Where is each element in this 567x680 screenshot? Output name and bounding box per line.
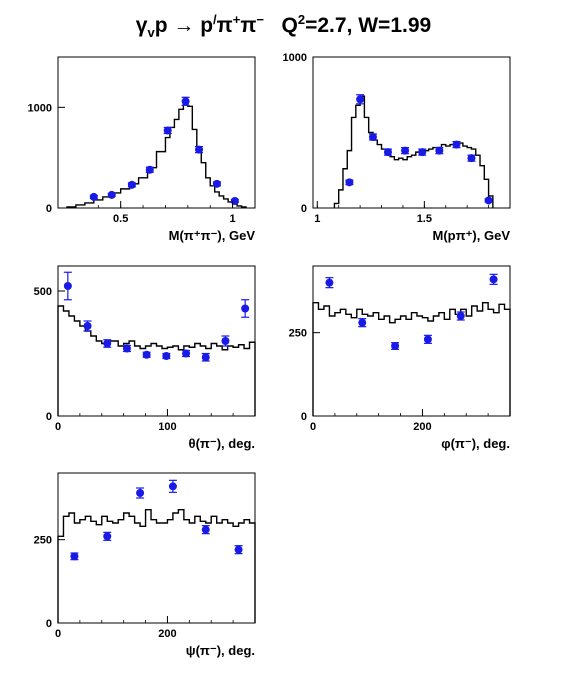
x-axis-label: φ(π⁻), deg. xyxy=(441,436,510,451)
plot-frame xyxy=(57,56,256,209)
data-point xyxy=(142,350,151,359)
data-point xyxy=(168,482,177,491)
data-point xyxy=(83,322,92,330)
data-point xyxy=(358,318,367,327)
title-arrow: → xyxy=(167,14,201,37)
data-point xyxy=(89,192,98,201)
x-tick-label: 0 xyxy=(55,628,61,640)
title-prime: / xyxy=(213,12,217,27)
histogram-line xyxy=(66,99,247,208)
panel-4: 0 200 250 0 φ(π⁻), deg. xyxy=(289,265,511,451)
title-v: v xyxy=(147,25,155,41)
title-q2-value: =2.7, W=1.99 xyxy=(305,14,432,37)
title-minus: − xyxy=(256,12,265,27)
plot-frame xyxy=(312,265,511,417)
title-q2-exp: 2 xyxy=(297,12,306,27)
x-tick-label: 0.5 xyxy=(113,213,128,225)
panel-2: 1 1.5 0 1000 M(pπ⁺), GeV xyxy=(283,52,511,243)
y-tick-label: 0 xyxy=(46,411,52,423)
x-tick-label: 1 xyxy=(314,213,320,225)
x-axis-label: θ(π⁻), deg. xyxy=(189,436,255,451)
data-point xyxy=(163,126,172,135)
data-point xyxy=(103,339,112,348)
panel-5: 0 200 250 0 ψ(π⁻), deg. xyxy=(34,472,256,658)
histogram-line xyxy=(312,301,511,416)
data-point xyxy=(63,282,72,290)
x-tick-label: 1.5 xyxy=(417,213,432,225)
data-point xyxy=(122,344,131,353)
data-point xyxy=(418,148,427,157)
data-point xyxy=(325,278,334,287)
data-point xyxy=(241,304,250,313)
data-point xyxy=(452,140,461,149)
figure-title: γvp → p/π+π− Q2=2.7, W=1.99 xyxy=(0,12,567,40)
x-tick-label: 200 xyxy=(158,628,176,640)
data-point xyxy=(484,196,493,205)
data-point xyxy=(489,275,498,284)
x-tick-label: 0 xyxy=(55,421,61,433)
x-tick-label: 0 xyxy=(310,421,316,433)
y-tick-label: 500 xyxy=(34,286,52,298)
data-point xyxy=(368,133,377,142)
data-point xyxy=(103,532,112,541)
data-point xyxy=(230,196,239,205)
data-point xyxy=(383,148,392,157)
plot-frame xyxy=(312,56,511,209)
y-tick-label: 1000 xyxy=(28,102,52,114)
data-point xyxy=(435,146,444,155)
data-point xyxy=(201,525,210,534)
y-tick-label: 0 xyxy=(301,203,307,215)
title-q2: Q xyxy=(281,14,298,37)
data-point xyxy=(456,312,465,320)
x-axis-label: M(π⁺π⁻), GeV xyxy=(169,228,256,243)
data-point xyxy=(70,552,79,561)
data-point xyxy=(182,349,191,358)
panel-3: 0 100 0 500 θ(π⁻), deg. xyxy=(34,265,256,451)
y-tick-label: 250 xyxy=(34,535,52,547)
data-point xyxy=(234,545,243,554)
title-pi2: π xyxy=(240,14,257,37)
histogram-line xyxy=(333,95,494,208)
data-point xyxy=(467,154,476,163)
title-plus: + xyxy=(232,12,241,27)
x-tick-label: 1 xyxy=(230,213,236,225)
title-p2: p xyxy=(200,14,214,37)
data-point xyxy=(107,190,116,199)
panel-1: 0.5 1 0 1000 M(π⁺π⁻), GeV xyxy=(28,56,256,243)
x-tick-label: 200 xyxy=(413,421,431,433)
title-gamma: γ xyxy=(135,14,148,37)
y-tick-label: 250 xyxy=(289,328,307,340)
x-axis-label: ψ(π⁻), deg. xyxy=(186,643,255,658)
data-point xyxy=(162,352,171,360)
data-point xyxy=(212,179,221,188)
data-point xyxy=(181,97,190,106)
data-point xyxy=(391,342,400,350)
title-pi: π xyxy=(216,14,233,37)
data-point xyxy=(221,337,230,345)
x-tick-label: 100 xyxy=(158,421,176,433)
data-point xyxy=(127,180,136,189)
y-tick-label: 1000 xyxy=(283,52,307,64)
data-point xyxy=(195,145,204,154)
data-point xyxy=(201,353,210,362)
data-point xyxy=(145,165,154,174)
plot-frame xyxy=(57,472,256,624)
y-tick-label: 0 xyxy=(301,411,307,423)
y-tick-label: 0 xyxy=(46,618,52,630)
x-axis-label: M(pπ⁺), GeV xyxy=(433,228,511,243)
data-point xyxy=(136,489,145,497)
data-point xyxy=(423,335,432,344)
histogram-line xyxy=(57,508,256,623)
data-point xyxy=(401,146,410,155)
data-point xyxy=(345,178,354,187)
title-p: p xyxy=(154,14,168,37)
y-tick-label: 0 xyxy=(46,203,52,215)
data-point xyxy=(356,95,365,104)
